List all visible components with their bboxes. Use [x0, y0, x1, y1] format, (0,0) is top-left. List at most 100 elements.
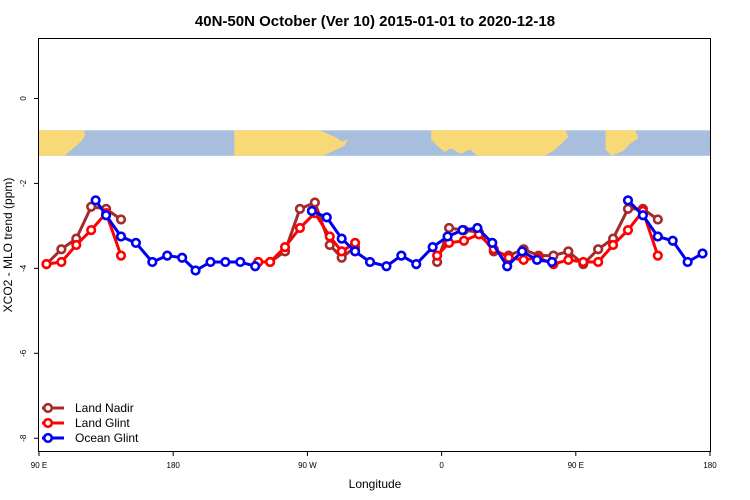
data-point — [622, 225, 634, 236]
data-point — [607, 239, 619, 251]
legend-label: Land Glint — [75, 416, 130, 430]
data-point — [100, 210, 112, 221]
data-point — [697, 248, 708, 259]
data-point — [622, 203, 634, 214]
plot-frame — [38, 38, 711, 452]
data-point — [265, 256, 276, 268]
data-point — [487, 237, 498, 248]
world-map-strip — [39, 130, 710, 156]
data-point — [162, 250, 173, 261]
x-tick-label: 90 E — [568, 461, 584, 470]
land-mass — [605, 130, 639, 156]
y-tick-label: -6 — [19, 349, 28, 357]
data-point — [177, 252, 188, 263]
data-point — [682, 256, 693, 268]
data-point — [41, 259, 52, 270]
data-point — [279, 242, 291, 253]
x-tick-label: 90 E — [31, 461, 47, 470]
chart-title: 40N-50N October (Ver 10) 2015-01-01 to 2… — [195, 13, 555, 30]
data-point — [502, 261, 513, 272]
data-point — [336, 246, 347, 257]
y-tick-label: -2 — [19, 179, 28, 187]
data-point — [442, 231, 453, 242]
data-point — [324, 231, 335, 242]
data-point — [546, 256, 558, 268]
data-point — [147, 256, 158, 268]
axes: 90 E 180 90 W 0 90 E 180 0 -2 -4 -6 -8 — [19, 96, 717, 470]
data-point — [411, 259, 422, 270]
data-point — [578, 256, 589, 268]
legend-label: Ocean Glint — [75, 431, 139, 445]
data-point — [427, 242, 438, 253]
land-mass — [39, 130, 86, 156]
data-point — [86, 201, 97, 212]
data-point — [593, 244, 604, 255]
data-point — [652, 250, 663, 261]
data-point — [336, 233, 347, 244]
data-point — [71, 239, 82, 251]
x-tick-label: 180 — [703, 461, 717, 470]
y-tick-label: 0 — [19, 96, 28, 101]
x-tick-label: 0 — [439, 461, 444, 470]
legend-swatch-marker — [42, 402, 54, 414]
land-mass — [234, 130, 348, 156]
data-point — [350, 246, 361, 257]
data-point — [457, 225, 468, 236]
legend-swatch-marker — [42, 417, 54, 429]
legend-label: Land Nadir — [75, 401, 134, 415]
y-tick-label: -8 — [19, 434, 28, 442]
data-point — [294, 203, 306, 214]
data-point — [294, 222, 306, 234]
data-point — [321, 212, 332, 223]
data-point — [309, 197, 320, 208]
data-point — [56, 256, 67, 268]
data-point — [190, 265, 201, 276]
data-point — [350, 237, 361, 248]
data-point — [517, 246, 528, 257]
x-tick-label: 90 W — [298, 461, 317, 470]
data-point — [637, 210, 649, 221]
data-point — [458, 235, 470, 246]
data-point — [652, 231, 663, 242]
series-line — [435, 207, 659, 266]
data-point — [86, 225, 97, 236]
data-point — [115, 214, 127, 225]
ocean-band — [39, 130, 710, 156]
series-ocean-glint — [90, 195, 708, 276]
data-point — [531, 254, 543, 265]
data-point — [250, 261, 261, 272]
data-point — [220, 256, 231, 268]
series-line — [626, 199, 704, 264]
x-tick-label: 180 — [167, 461, 181, 470]
data-point — [472, 222, 483, 234]
data-point — [364, 256, 376, 268]
data-point — [235, 256, 246, 268]
data-point — [90, 195, 101, 206]
data-point — [130, 237, 142, 248]
y-axis-label: XCO2 - MLO trend (ppm) — [1, 178, 15, 313]
data-point — [205, 256, 216, 268]
data-point — [324, 239, 335, 251]
data-point — [652, 214, 663, 225]
data-point — [381, 261, 392, 272]
data-point — [432, 250, 443, 261]
data-point — [306, 205, 317, 217]
data-point — [396, 250, 407, 261]
series-line — [311, 209, 553, 268]
data-point — [622, 195, 634, 206]
data-point — [518, 254, 529, 265]
data-point — [56, 244, 67, 255]
data-point — [115, 231, 127, 242]
land-mass — [431, 130, 569, 156]
series-land-glint — [41, 205, 663, 270]
series-layer — [41, 195, 708, 276]
x-axis-label: Longitude — [349, 477, 402, 491]
data-point — [593, 256, 604, 268]
y-tick-label: -4 — [19, 264, 28, 272]
legend-swatch-marker — [42, 432, 54, 444]
data-point — [443, 222, 455, 234]
data-point — [563, 254, 574, 265]
data-point — [667, 235, 678, 246]
